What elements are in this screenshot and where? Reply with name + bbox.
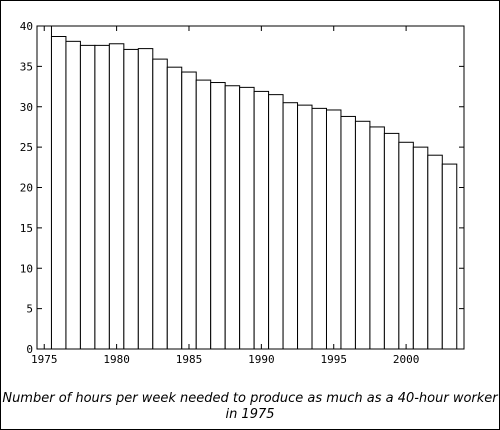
y-tick-label-25: 25 xyxy=(20,141,33,154)
x-tick-label-1985: 1985 xyxy=(176,353,203,366)
bar-1991 xyxy=(268,94,284,350)
bar-chart: 0 5 10 15 20 25 30 35 40 1975 1980 1985 1990 1995 2000 xyxy=(20,20,465,366)
bar-1988 xyxy=(224,85,241,350)
x-tick-label-2000: 2000 xyxy=(393,353,420,366)
bar-1987 xyxy=(210,82,226,350)
bar-2001 xyxy=(412,146,429,350)
x-tick-label-1990: 1990 xyxy=(248,353,275,366)
y-tick-label-40: 40 xyxy=(20,20,33,33)
y-tick-label-10: 10 xyxy=(20,262,33,275)
bar-1996 xyxy=(340,115,356,350)
y-tick-label-5: 5 xyxy=(26,303,33,316)
bar-1977 xyxy=(65,40,81,350)
chart-caption: Number of hours per week needed to produ… xyxy=(2,391,498,422)
bar-1984 xyxy=(166,66,183,350)
bar-1982 xyxy=(137,48,154,350)
bar-1990 xyxy=(253,90,270,350)
bar-1995 xyxy=(325,109,342,350)
bar-1985 xyxy=(181,71,197,350)
bar-2002 xyxy=(427,154,443,350)
y-tick-label-15: 15 xyxy=(20,222,33,235)
bar-2000 xyxy=(398,141,414,350)
bar-1992 xyxy=(282,102,299,350)
bar-1989 xyxy=(239,86,255,350)
bar-1979 xyxy=(94,44,110,350)
bar-1998 xyxy=(369,126,385,350)
x-tick-label-1980: 1980 xyxy=(103,353,130,366)
bar-1986 xyxy=(195,79,212,350)
bar-1994 xyxy=(311,107,327,350)
bar-1980 xyxy=(108,43,125,350)
ticks-group: 0 5 10 15 20 25 30 35 40 1975 1980 1985 1990 1995 2000 xyxy=(20,20,464,366)
bar-1997 xyxy=(354,120,371,350)
bars-group xyxy=(36,25,458,350)
bar-1981 xyxy=(123,48,139,350)
y-tick-label-20: 20 xyxy=(20,182,33,195)
bar-1999 xyxy=(383,132,400,350)
bar-1993 xyxy=(297,104,313,350)
bar-1978 xyxy=(79,44,96,350)
x-tick-label-1995: 1995 xyxy=(320,353,347,366)
x-tick-label-1975: 1975 xyxy=(31,353,58,366)
y-tick-label-30: 30 xyxy=(20,101,33,114)
bar-1976 xyxy=(50,36,67,350)
y-tick-label-0: 0 xyxy=(26,343,33,356)
bar-2003 xyxy=(441,163,458,350)
y-tick-label-35: 35 xyxy=(20,60,33,73)
bar-1983 xyxy=(152,58,168,350)
